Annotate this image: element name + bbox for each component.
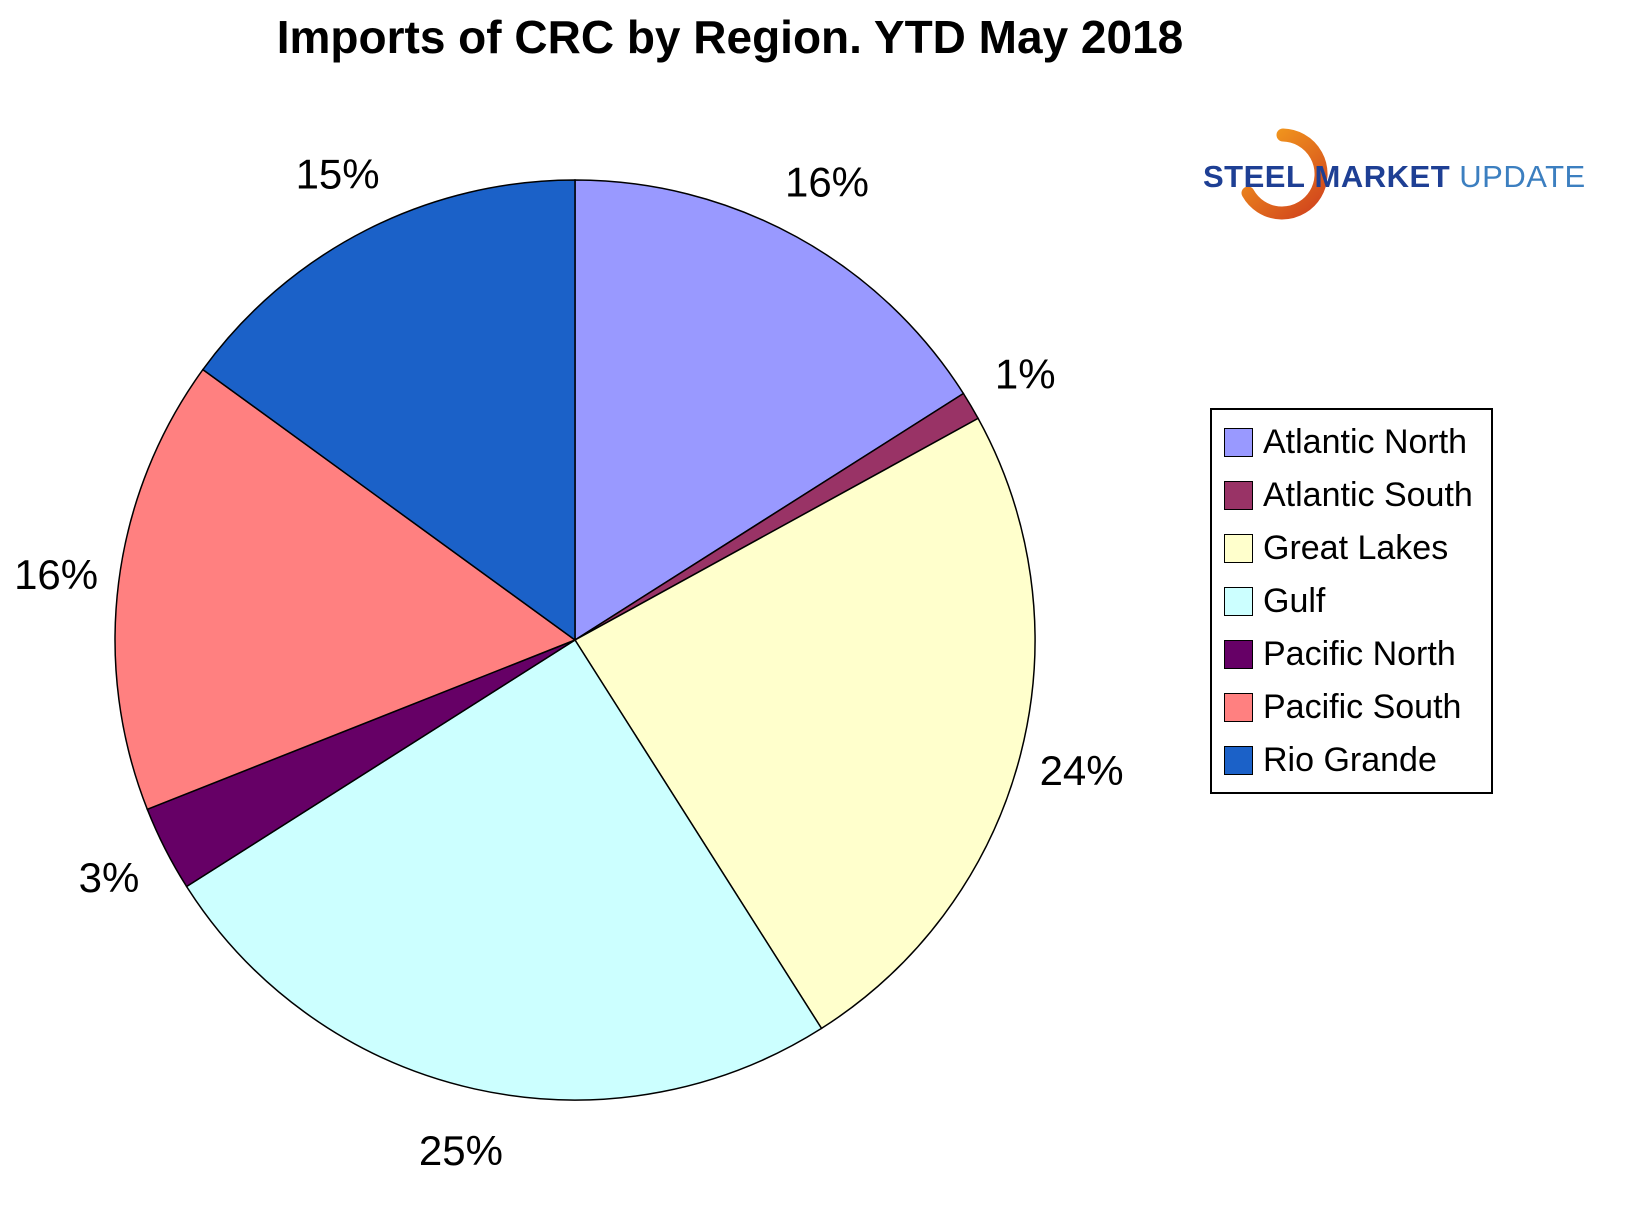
- pie-percent-label-atlantic-south: 1%: [995, 351, 1056, 398]
- legend-label-pacific-north: Pacific North: [1263, 635, 1456, 673]
- smu-logo: STEEL MARKET UPDATE: [1195, 128, 1585, 228]
- legend-swatch-pacific-south: [1224, 692, 1253, 722]
- logo-market-text: MARKET: [1314, 159, 1451, 194]
- logo-update-text: UPDATE: [1459, 159, 1586, 194]
- legend-swatch-atlantic-south: [1224, 480, 1253, 510]
- chart-title: Imports of CRC by Region. YTD May 2018: [276, 11, 1184, 63]
- pie-percent-label-gulf: 25%: [419, 1127, 503, 1174]
- legend-item-atlantic-north: Atlantic North: [1224, 422, 1473, 462]
- legend-swatch-atlantic-north: [1224, 427, 1253, 457]
- legend-label-great-lakes: Great Lakes: [1263, 529, 1449, 567]
- pie-slice-gulf: [185, 638, 823, 1101]
- legend-item-pacific-south: Pacific South: [1224, 687, 1473, 727]
- logo-steel-text: STEEL: [1203, 159, 1306, 194]
- legend-item-great-lakes: Great Lakes: [1224, 528, 1473, 568]
- chart-legend: Atlantic North Atlantic South Great Lakes G…: [1210, 408, 1493, 794]
- legend-swatch-gulf: [1224, 586, 1253, 616]
- legend-item-pacific-north: Pacific North: [1224, 634, 1473, 674]
- legend-label-atlantic-south: Atlantic South: [1263, 476, 1473, 514]
- pie-percent-label-atlantic-north: 16%: [785, 158, 869, 205]
- legend-item-gulf: Gulf: [1224, 581, 1473, 621]
- pie-percent-label-great-lakes: 24%: [1040, 747, 1124, 794]
- legend-swatch-pacific-north: [1224, 639, 1253, 669]
- legend-swatch-rio-grande: [1224, 745, 1253, 775]
- pie-slice-rio-grande: [201, 179, 576, 642]
- pie-slice-great-lakes: [573, 417, 1036, 1030]
- pie-slice-atlantic-north: [574, 179, 965, 642]
- legend-item-atlantic-south: Atlantic South: [1224, 475, 1473, 515]
- legend-label-rio-grande: Rio Grande: [1263, 741, 1437, 779]
- logo-text: STEEL MARKET UPDATE: [1203, 159, 1586, 195]
- legend-label-atlantic-north: Atlantic North: [1263, 423, 1468, 461]
- pie-percent-label-rio-grande: 15%: [296, 151, 380, 198]
- pie-slice-pacific-south: [114, 368, 577, 811]
- logo-swoosh-icon: [1241, 128, 1328, 220]
- legend-item-rio-grande: Rio Grande: [1224, 740, 1473, 780]
- legend-label-pacific-south: Pacific South: [1263, 688, 1462, 726]
- pie-percent-label-pacific-south: 16%: [14, 551, 98, 598]
- legend-label-gulf: Gulf: [1263, 582, 1326, 620]
- pie-percent-label-pacific-north: 3%: [79, 854, 140, 901]
- legend-swatch-great-lakes: [1224, 533, 1253, 563]
